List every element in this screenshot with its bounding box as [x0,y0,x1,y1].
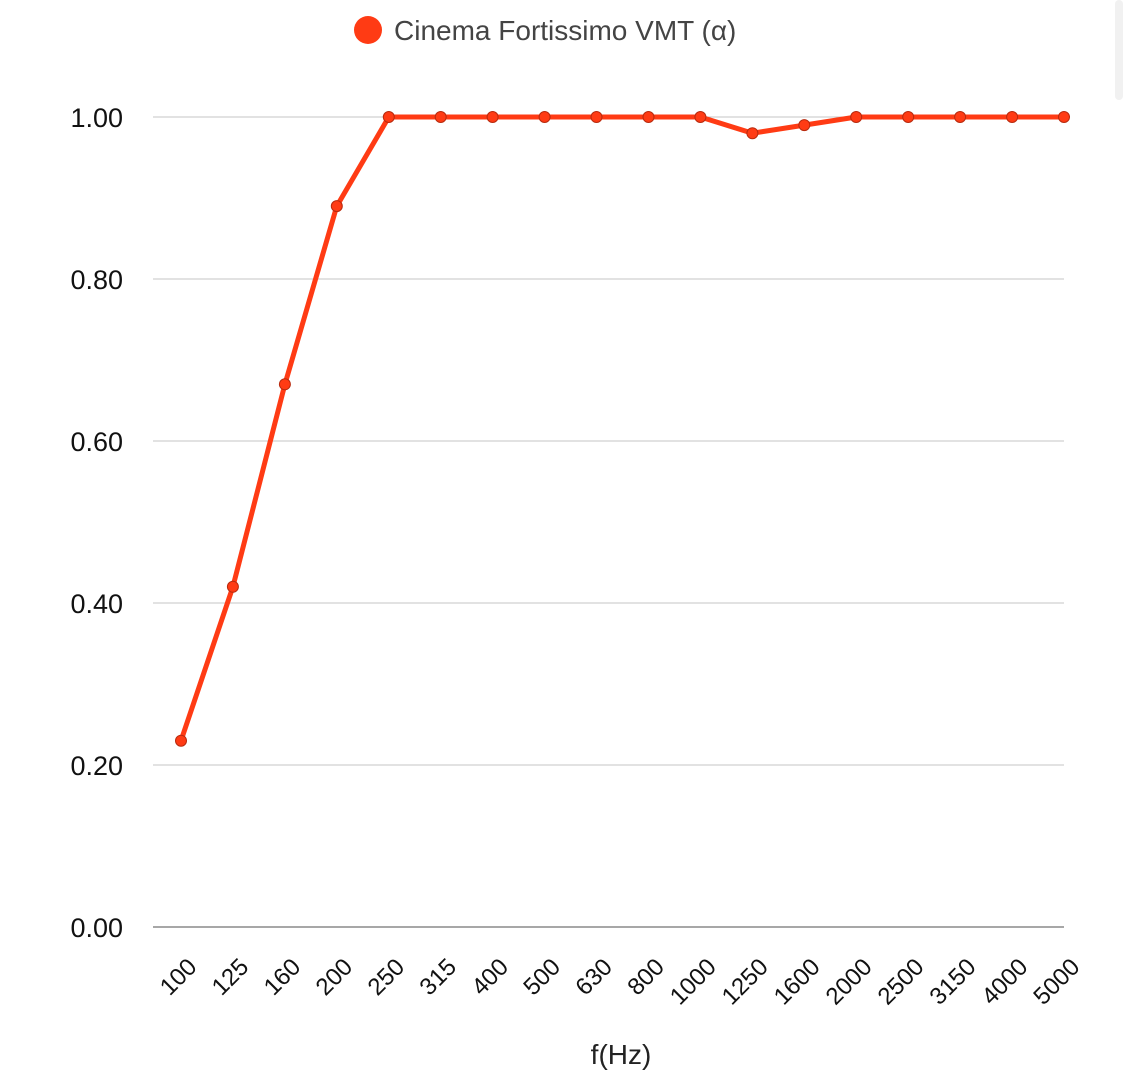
data-point [226,580,239,593]
x-tick-label: 160 [259,954,306,1001]
y-tick-label: 0.40 [70,589,123,619]
data-point [486,111,499,123]
x-tick-label: 100 [155,954,202,1001]
data-point [382,111,395,123]
series-line [178,114,1067,744]
x-tick-label: 250 [363,954,410,1001]
x-tick-label: 400 [467,954,514,1001]
x-axis-ticks: 100 125 160 200 250 315 400 500 630 8001000125016… [155,954,1085,1011]
y-tick-label: 0.60 [70,427,123,457]
data-point [1058,111,1070,123]
data-point [642,111,655,123]
data-point [330,200,343,213]
y-tick-label: 0.00 [70,913,123,943]
data-point [1006,111,1019,123]
x-tick-label: 315 [415,954,462,1001]
x-tick-label: 1000 [665,954,722,1011]
grid [153,116,1064,928]
x-tick-label: 630 [570,954,617,1001]
series-group [175,111,1070,747]
x-tick-label: 1600 [769,954,826,1011]
y-tick-label: 0.80 [70,265,123,295]
x-tick-label: 1250 [717,954,774,1011]
x-tick-label: 3150 [925,954,982,1011]
x-tick-label: 800 [622,954,669,1001]
legend-marker [354,16,382,44]
data-point [746,127,759,140]
data-point [694,111,707,123]
x-tick-label: 4000 [977,954,1034,1011]
data-point [590,111,603,123]
data-point [954,111,967,123]
y-tick-label: 0.20 [70,751,123,781]
y-tick-label: 1.00 [70,103,123,133]
x-tick-label: 2000 [821,954,878,1011]
x-tick-label: 500 [518,954,565,1001]
x-tick-label: 2500 [873,954,930,1011]
x-tick-label: 125 [207,954,254,1001]
data-point [902,111,915,123]
data-point [538,111,551,123]
legend-label: Cinema Fortissimo VMT (α) [394,15,736,46]
data-point [278,378,291,391]
data-point [434,111,447,123]
x-tick-label: 200 [311,954,358,1001]
x-tick-label: 5000 [1028,954,1085,1011]
x-axis-title: f(Hz) [591,1039,652,1070]
data-point [798,119,811,132]
scrollbar[interactable] [1115,0,1123,100]
y-axis-ticks: 0.00 0.20 0.40 0.60 0.80 1.00 [70,103,123,943]
legend: Cinema Fortissimo VMT (α) [354,15,736,46]
data-point [175,734,187,747]
data-point [850,111,863,123]
